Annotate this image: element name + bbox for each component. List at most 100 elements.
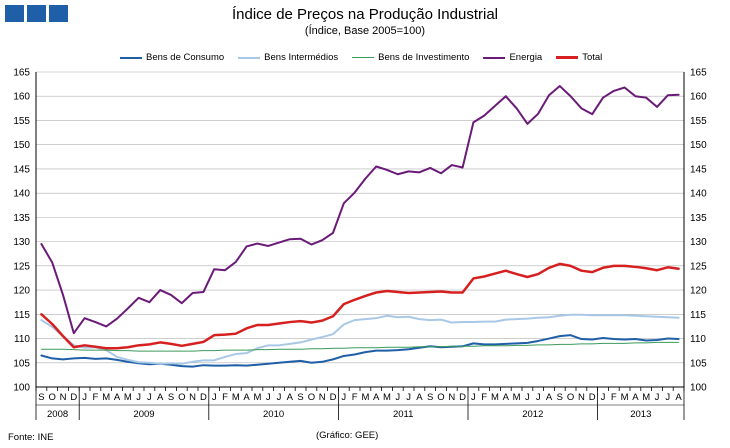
- credit-note: (Gráfico: GEE): [316, 430, 379, 441]
- x-tick-label: A: [416, 392, 423, 403]
- legend-label: Bens de Investimento: [378, 52, 470, 63]
- x-tick-label: M: [102, 392, 110, 403]
- legend-item: Energia: [483, 52, 542, 63]
- x-tick-label: J: [136, 392, 141, 403]
- x-tick-label: O: [567, 392, 574, 403]
- x-tick-label: A: [114, 392, 121, 403]
- legend-swatch: [120, 56, 142, 59]
- legend-item: Bens de Consumo: [120, 52, 224, 63]
- y-tick-label-left: 140: [13, 189, 30, 200]
- x-tick-label: S: [168, 392, 174, 403]
- x-tick-label: D: [589, 392, 596, 403]
- legend-label: Bens de Consumo: [146, 52, 225, 63]
- y-tick-label-right: 145: [690, 164, 707, 175]
- y-tick-label-right: 125: [690, 261, 707, 272]
- series-line-bens-de-investimento: [40, 341, 680, 352]
- year-label: 2012: [522, 409, 543, 420]
- x-tick-label: S: [297, 392, 303, 403]
- series-line-energia: [40, 85, 680, 335]
- year-label: 2013: [630, 409, 651, 420]
- y-tick-label-left: 110: [14, 334, 30, 345]
- x-tick-label: M: [621, 392, 629, 403]
- y-tick-label-right: 155: [690, 116, 707, 127]
- y-tick-label-right: 135: [690, 213, 707, 224]
- source-note: Fonte: INE: [8, 432, 54, 443]
- x-tick-label: N: [189, 392, 196, 403]
- logo-square: [49, 5, 68, 22]
- legend-swatch: [483, 56, 506, 59]
- year-label: 2011: [393, 409, 413, 420]
- legend-item: Bens de Investimento: [352, 52, 469, 63]
- x-tick-label: J: [525, 392, 530, 403]
- chart-subtitle: (Índice, Base 2005=100): [304, 25, 426, 37]
- legend-label: Total: [582, 52, 603, 63]
- legend-label: Energia: [509, 52, 543, 63]
- x-tick-label: D: [200, 392, 207, 403]
- y-tick-label-left: 160: [13, 92, 30, 103]
- x-tick-label: A: [243, 392, 250, 403]
- x-tick-label: M: [361, 392, 369, 403]
- year-label: 2010: [263, 409, 284, 420]
- x-tick-label: J: [147, 392, 152, 403]
- x-tick-label: J: [341, 392, 346, 403]
- x-tick-label: A: [632, 392, 639, 403]
- x-tick-label: A: [675, 392, 682, 403]
- x-tick-label: O: [308, 392, 315, 403]
- y-tick-label-left: 150: [13, 140, 30, 151]
- x-tick-label: A: [546, 392, 553, 403]
- x-tick-label: J: [665, 392, 670, 403]
- y-tick-label-right: 115: [690, 310, 706, 321]
- x-tick-label: D: [330, 392, 337, 403]
- y-tick-label-left: 100: [13, 383, 30, 394]
- x-tick-label: F: [222, 392, 228, 403]
- y-tick-label-left: 145: [13, 164, 30, 175]
- x-tick-label: J: [266, 392, 271, 403]
- x-tick-label: M: [491, 392, 499, 403]
- y-tick-label-right: 120: [690, 286, 707, 297]
- x-tick-label: M: [232, 392, 240, 403]
- x-tick-label: D: [459, 392, 466, 403]
- x-tick-label: J: [655, 392, 660, 403]
- chart-title: Índice de Preços na Produção Industrial: [232, 6, 498, 23]
- legend: Bens de Consumo Bens Intermédios Bens de I…: [120, 52, 616, 63]
- x-tick-label: N: [578, 392, 585, 403]
- y-tick-label-right: 105: [690, 358, 707, 369]
- y-tick-label-left: 165: [13, 68, 30, 79]
- x-tick-label: J: [277, 392, 282, 403]
- x-tick-label: M: [513, 392, 521, 403]
- legend-swatch: [238, 56, 261, 59]
- logo-square: [5, 5, 24, 22]
- y-tick-label-right: 140: [690, 189, 707, 200]
- y-tick-label-right: 130: [690, 237, 707, 248]
- series-line-bens-intermedios: [40, 313, 680, 365]
- x-tick-label: M: [124, 392, 132, 403]
- x-tick-label: J: [406, 392, 411, 403]
- y-tick-label-right: 160: [690, 92, 707, 103]
- x-tick-label: S: [557, 392, 563, 403]
- x-tick-label: O: [49, 392, 56, 403]
- y-tick-label-left: 155: [13, 116, 30, 127]
- legend-item: Total: [556, 52, 602, 63]
- x-tick-label: J: [82, 392, 87, 403]
- x-tick-label: N: [319, 392, 326, 403]
- logo-square: [27, 5, 46, 22]
- x-tick-label: M: [642, 392, 650, 403]
- legend-label: Bens Intermédios: [264, 52, 339, 63]
- y-tick-label-left: 130: [13, 237, 30, 248]
- x-tick-label: J: [471, 392, 476, 403]
- x-tick-label: J: [601, 392, 606, 403]
- y-tick-label-right: 110: [690, 334, 706, 345]
- x-tick-label: D: [70, 392, 77, 403]
- y-tick-label-right: 165: [690, 68, 707, 79]
- x-tick-label: O: [437, 392, 444, 403]
- x-tick-label: J: [536, 392, 541, 403]
- x-tick-label: A: [157, 392, 164, 403]
- y-tick-label-left: 120: [13, 286, 30, 297]
- year-label: 2009: [133, 409, 154, 420]
- x-tick-label: F: [352, 392, 358, 403]
- series-line-bens-de-consumo: [40, 334, 680, 368]
- x-tick-label: A: [373, 392, 380, 403]
- y-tick-label-left: 135: [13, 213, 30, 224]
- x-tick-label: S: [38, 392, 44, 403]
- x-tick-label: J: [395, 392, 400, 403]
